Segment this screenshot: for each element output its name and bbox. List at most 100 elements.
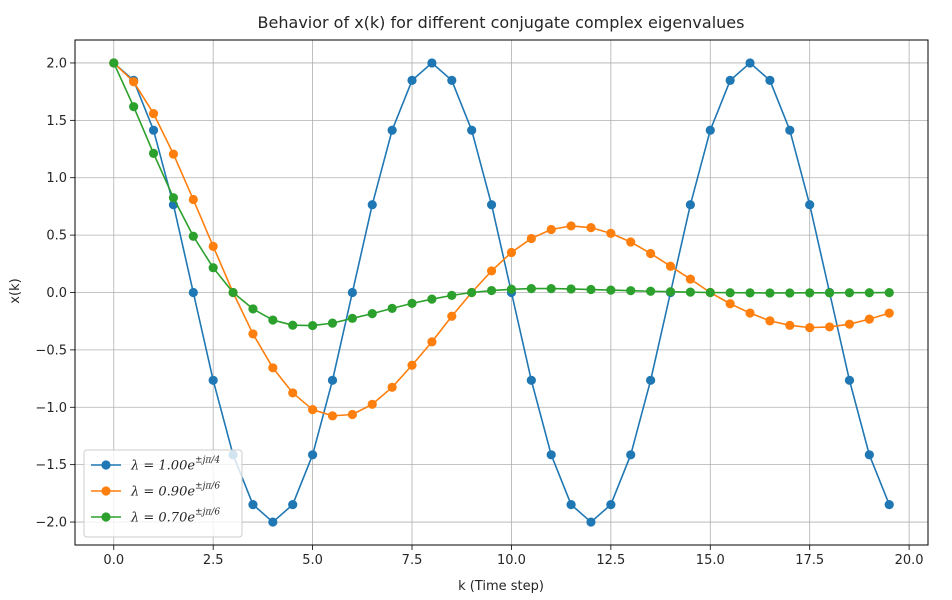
data-point — [725, 288, 735, 298]
data-point — [725, 299, 735, 309]
data-point — [248, 304, 258, 314]
data-point — [785, 320, 795, 330]
data-point — [586, 284, 596, 295]
data-point — [427, 58, 437, 68]
data-point — [824, 322, 835, 332]
data-point — [327, 411, 338, 421]
x-tick-label: 7.5 — [402, 553, 423, 568]
data-point — [268, 363, 278, 373]
data-point — [148, 108, 159, 119]
series-layer — [109, 58, 894, 527]
chart-title: Behavior of x(k) for different conjugate… — [258, 13, 745, 32]
data-point — [188, 287, 198, 298]
data-point — [467, 125, 477, 135]
series-line — [113, 62, 890, 327]
data-point — [288, 388, 298, 398]
data-point — [228, 287, 238, 298]
data-point — [168, 149, 179, 159]
data-point — [844, 288, 855, 298]
plot-area — [74, 39, 929, 546]
x-axis: 0.0 2.5 5.0 7.5 10.0 12.5 15.0 17.5 20.0 — [103, 545, 924, 568]
y-axis: −2.0 −1.5 −1.0 −0.5 0.0 0.5 1.0 1.5 2.0 — [35, 56, 75, 531]
data-point — [208, 375, 218, 385]
data-point — [884, 500, 894, 510]
data-point — [506, 247, 517, 258]
data-point — [765, 75, 775, 85]
data-point — [805, 288, 815, 298]
data-point — [506, 284, 517, 294]
legend-label-exponent: ±jπ/6 — [195, 482, 220, 492]
data-point — [447, 75, 457, 85]
data-point — [526, 375, 536, 385]
x-tick-label: 5.0 — [302, 553, 323, 568]
legend-label: λ = 0.70e±jπ/6 — [130, 508, 220, 526]
data-point — [805, 200, 815, 210]
data-point — [486, 266, 497, 276]
data-point — [347, 313, 357, 323]
x-tick-label: 20.0 — [895, 553, 924, 568]
y-tick-label: −2.0 — [35, 516, 67, 531]
data-point — [288, 320, 298, 330]
data-point — [884, 288, 894, 298]
data-point — [268, 517, 278, 527]
data-point — [586, 517, 596, 527]
data-point — [765, 288, 775, 298]
data-point — [109, 58, 119, 68]
data-point — [725, 75, 735, 85]
y-tick-label: 1.5 — [46, 114, 67, 129]
data-point — [208, 241, 218, 251]
data-point — [646, 375, 656, 385]
data-point — [268, 315, 278, 325]
data-point — [626, 237, 636, 247]
data-point — [129, 102, 139, 112]
y-tick-label: 2.0 — [46, 56, 67, 71]
legend-item: λ = 0.90e±jπ/6 — [91, 482, 220, 500]
legend-label-main: λ = 1.00 — [130, 459, 187, 474]
data-point — [805, 323, 815, 333]
y-tick-label: 0.0 — [46, 286, 67, 301]
series-line — [113, 62, 890, 417]
data-point — [685, 274, 695, 284]
data-point — [188, 231, 198, 241]
legend-label-main: λ = 0.70 — [130, 511, 187, 526]
data-point — [188, 194, 198, 205]
data-point — [387, 303, 397, 313]
legend-marker — [101, 486, 111, 496]
legend-label-base: e — [187, 511, 195, 526]
data-point — [427, 337, 437, 347]
data-point — [148, 148, 159, 158]
data-point — [148, 125, 159, 135]
data-point — [864, 288, 874, 298]
data-point — [665, 261, 676, 271]
data-point — [824, 288, 835, 298]
data-point — [407, 360, 417, 370]
data-point — [745, 288, 755, 298]
data-point — [407, 298, 417, 309]
x-tick-label: 15.0 — [696, 553, 725, 568]
data-point — [606, 285, 616, 295]
series-line — [113, 62, 890, 523]
x-tick-label: 0.0 — [103, 553, 124, 568]
data-point — [646, 248, 656, 259]
data-point — [844, 375, 855, 385]
legend-label-exponent: ±jπ/4 — [195, 456, 220, 466]
data-point — [208, 263, 218, 273]
data-point — [248, 329, 258, 339]
x-axis-label: k (Time step) — [458, 579, 544, 594]
data-point — [129, 77, 139, 87]
data-point — [467, 287, 477, 298]
legend-label-main: λ = 0.90 — [130, 485, 187, 500]
legend-item: λ = 1.00e±jπ/4 — [91, 456, 220, 474]
data-point — [308, 320, 318, 331]
data-point — [765, 316, 775, 326]
legend-label-exponent: ±jπ/6 — [195, 508, 220, 518]
y-tick-label: 0.5 — [46, 229, 67, 244]
data-point — [248, 500, 258, 510]
data-point — [168, 193, 179, 203]
data-point — [546, 283, 556, 294]
data-point — [367, 200, 377, 210]
y-tick-label: −1.5 — [35, 458, 67, 473]
data-point — [566, 284, 576, 294]
data-point — [705, 125, 715, 135]
data-point — [486, 200, 497, 210]
